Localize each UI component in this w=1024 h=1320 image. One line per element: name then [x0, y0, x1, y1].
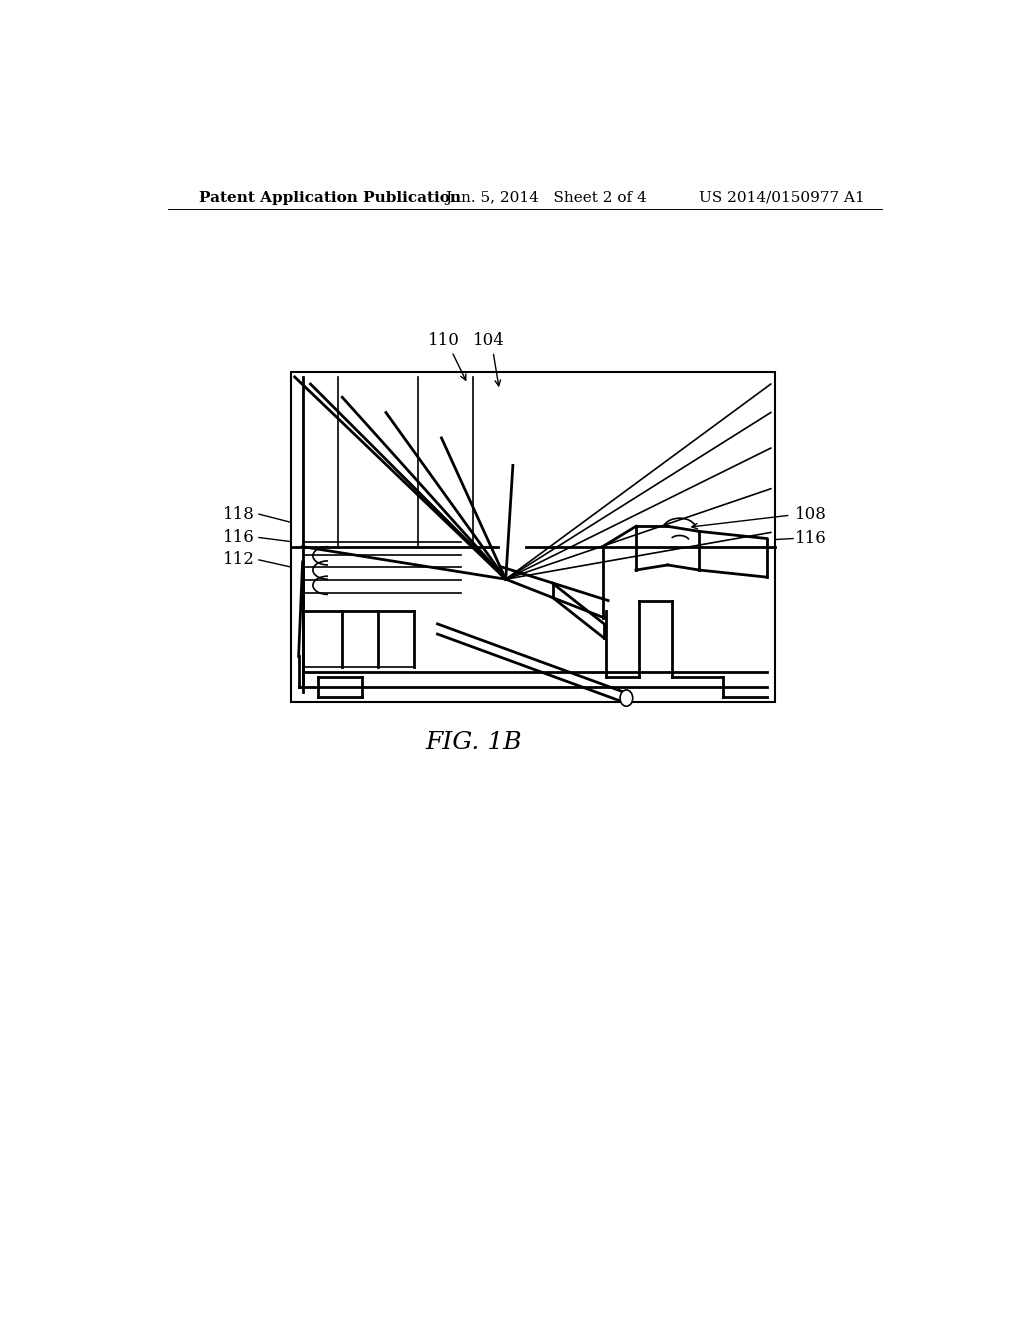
Text: 110: 110 [428, 333, 460, 350]
Text: Patent Application Publication: Patent Application Publication [200, 191, 462, 205]
Text: 116: 116 [223, 529, 255, 546]
Circle shape [621, 690, 633, 706]
Text: 104: 104 [473, 333, 505, 350]
Text: 112: 112 [223, 552, 255, 569]
Text: 116: 116 [795, 531, 826, 546]
Text: Jun. 5, 2014   Sheet 2 of 4: Jun. 5, 2014 Sheet 2 of 4 [445, 191, 647, 205]
Text: FIG. 1B: FIG. 1B [425, 731, 521, 754]
Text: US 2014/0150977 A1: US 2014/0150977 A1 [699, 191, 865, 205]
Bar [291, 372, 775, 702]
Text: 108: 108 [795, 506, 826, 523]
Text: 118: 118 [223, 506, 255, 523]
